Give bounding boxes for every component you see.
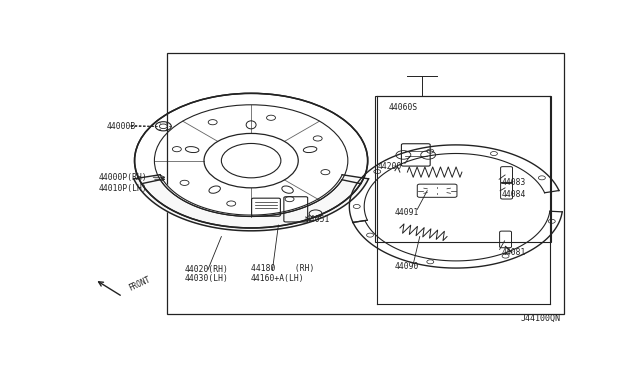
Bar	[375, 96, 551, 242]
Text: 44060S: 44060S	[388, 103, 418, 112]
Text: 44200: 44200	[378, 162, 402, 171]
Polygon shape	[134, 175, 369, 231]
Text: 44180    (RH): 44180 (RH)	[251, 264, 314, 273]
Text: 44090: 44090	[395, 262, 419, 271]
Text: 44091: 44091	[395, 208, 419, 217]
Text: 44010P(LH): 44010P(LH)	[99, 184, 148, 193]
Bar	[167, 53, 564, 314]
Text: 44081: 44081	[502, 248, 526, 257]
Text: J44100QN: J44100QN	[520, 314, 560, 323]
Text: 44030(LH): 44030(LH)	[184, 275, 228, 283]
Text: 44000P(RH): 44000P(RH)	[99, 173, 148, 182]
Text: 44020(RH): 44020(RH)	[184, 265, 228, 274]
Text: FRONT: FRONT	[127, 275, 152, 292]
Text: 44000B: 44000B	[106, 122, 136, 131]
Text: 44084: 44084	[502, 190, 526, 199]
Text: 44160+A(LH): 44160+A(LH)	[251, 273, 305, 283]
Text: 44083: 44083	[502, 178, 526, 187]
Text: 44051: 44051	[306, 215, 330, 224]
